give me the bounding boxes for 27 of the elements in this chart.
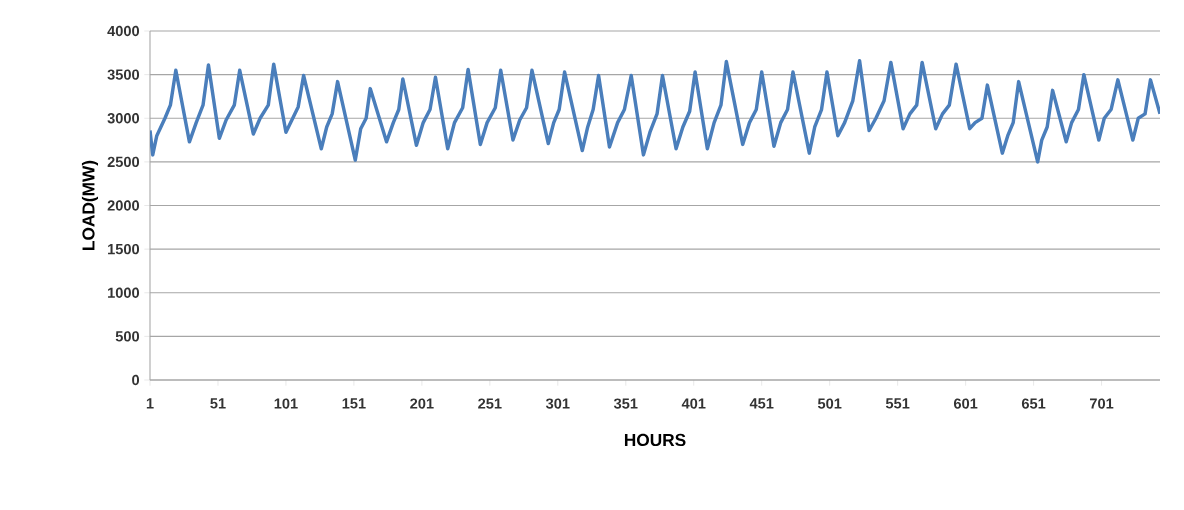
x-tick-label: 651 (1021, 398, 1046, 409)
y-tick-label: 2000 (107, 200, 140, 211)
y-tick-label: 1000 (108, 287, 140, 298)
x-tick-label: 551 (885, 398, 910, 409)
y-tick-label: 3000 (107, 113, 140, 124)
x-tick-label: 601 (953, 398, 978, 409)
y-tick-label: 3500 (107, 69, 140, 80)
x-tick-label: 1 (146, 398, 154, 409)
y-tick-label: 1500 (108, 243, 140, 255)
y-tick-label: 4000 (107, 25, 140, 37)
x-tick-label: 251 (478, 398, 502, 409)
y-tick-label: 500 (115, 331, 140, 342)
x-tick-label: 701 (1089, 398, 1114, 409)
x-tick-label: 151 (342, 398, 366, 409)
x-tick-label: 301 (545, 398, 570, 409)
y-axis-title: LOAD(MW) (81, 160, 99, 250)
x-tick-label: 501 (817, 398, 842, 409)
x-tick-label: 201 (410, 398, 434, 409)
y-tick-label: 0 (132, 374, 140, 386)
x-tick-label: 51 (210, 398, 226, 409)
x-tick-label: 401 (681, 398, 706, 409)
x-tick-label: 351 (613, 398, 638, 409)
x-axis-title: HOURS (624, 433, 686, 447)
line-series (150, 58, 1161, 164)
x-tick-label: 101 (274, 398, 298, 409)
x-tick-label: 451 (749, 398, 774, 409)
y-tick-label: 2500 (107, 156, 140, 168)
